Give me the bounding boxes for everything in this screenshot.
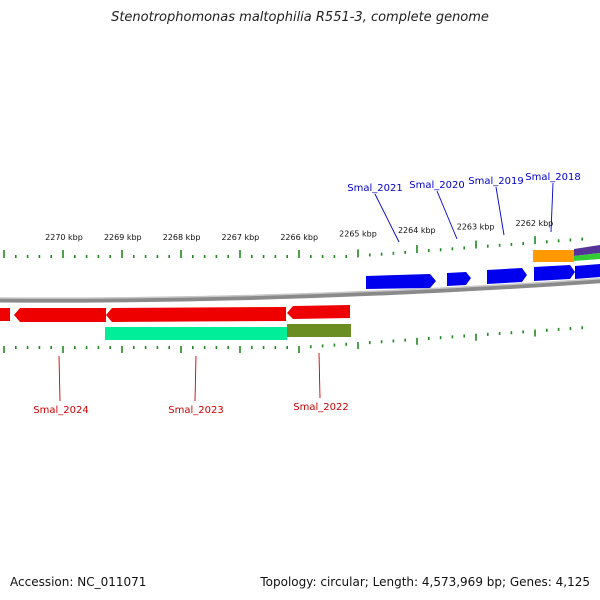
reverse-strand-genes [0,305,351,340]
scale-labels: 2270 kbp 2269 kbp 2268 kbp 2267 kbp 2266 kbp… [45,219,553,242]
scale-tick-label: 2269 kbp [104,233,142,242]
gene-smal-2024[interactable] [14,308,106,322]
gene-smal-2020[interactable] [447,272,471,286]
gene-smal-2018[interactable] [534,265,575,281]
gene-next-forward[interactable] [575,264,600,279]
gene-label[interactable]: Smal_2021 [347,183,402,194]
gene-smal-2019[interactable] [487,268,527,284]
gene-label[interactable]: Smal_2024 [33,405,88,416]
map-title: Stenotrophomonas maltophilia R551-3, com… [111,10,489,25]
accession-label: Accession: NC_011071 [10,575,147,589]
gene-label[interactable]: Smal_2020 [409,180,464,191]
gene-leader-line [374,193,400,243]
scale-tick-label: 2270 kbp [45,233,83,242]
gene-leader-line [194,355,197,402]
gene-leader-line [550,182,554,233]
scale-tick-label: 2267 kbp [222,233,260,242]
scale-tick-label: 2262 kbp [516,219,554,228]
scale-tick-label: 2264 kbp [398,226,436,235]
scale-tick-label: 2268 kbp [163,233,201,242]
scale-tick-label: 2263 kbp [457,222,495,231]
scale-tick-label: 2266 kbp [280,233,318,242]
genome-summary: Topology: circular; Length: 4,573,969 bp… [260,575,590,589]
feature-purple [574,245,600,256]
gene-smal-2024-left[interactable] [0,308,10,321]
gene-leader-line [436,190,458,240]
gene-label[interactable]: Smal_2019 [468,176,523,187]
gene-label[interactable]: Smal_2018 [525,172,580,183]
gene-smal-2021[interactable] [366,274,436,289]
gene-smal-2023[interactable] [106,307,286,322]
genome-backbone [0,278,600,303]
gene-label[interactable]: Smal_2023 [168,405,223,416]
gene-smal-2022[interactable] [287,305,350,319]
gene-leader-line [58,355,61,402]
scale-tick-label: 2265 kbp [339,230,377,239]
gc-skew-track-upper [3,236,584,258]
feature-green-lower [105,327,287,340]
gc-skew-track-lower [3,326,584,353]
gene-label[interactable]: Smal_2022 [293,402,348,413]
gene-leader-line [495,186,505,236]
gene-leader-line [318,352,321,399]
feature-green-upper [574,253,600,261]
feature-olive [287,324,351,337]
forward-strand-genes [366,245,600,289]
feature-orange [533,250,574,262]
